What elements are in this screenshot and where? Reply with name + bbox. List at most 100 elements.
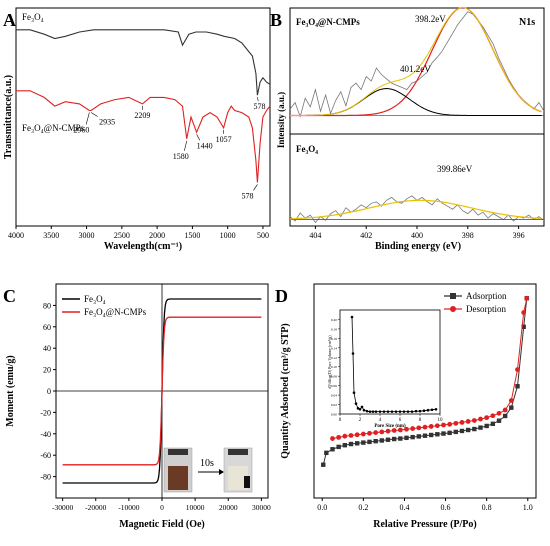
panel-d-inset-point xyxy=(350,315,354,319)
panel-d-ylabel: Quantity Adsorbed (cm³/g STP) xyxy=(280,323,291,459)
panel-d-xtick-label: 0.2 xyxy=(358,503,368,512)
panel-c-ylabel: Moment (emu/g) xyxy=(5,355,16,426)
panel-d-legend-adsorption: Adsorption xyxy=(466,291,507,301)
panel-a-annotation-pointer xyxy=(184,140,188,151)
panel-d-inset-xtick-label: 0 xyxy=(339,418,342,423)
panel-a-ylabel: Transmittance(a.u.) xyxy=(3,75,14,159)
panel-c-ytick-label: 80 xyxy=(43,301,51,310)
panel-d-point-desorption xyxy=(524,295,530,301)
panel-d-point-adsorption xyxy=(465,427,471,433)
panel-d-inset-xlabel: Pore Size (nm) xyxy=(374,424,406,429)
panel-d-point-desorption xyxy=(428,424,434,429)
panel-b-fit-bottom xyxy=(289,199,542,220)
panel-d-point-desorption xyxy=(354,432,360,438)
panel-d-inset-xtick-label: 4 xyxy=(379,418,382,423)
panel-b-xtick-label: 398 xyxy=(462,231,474,240)
panel-c-inset-label: 10s xyxy=(200,458,214,469)
panel-d-point-adsorption xyxy=(361,440,366,445)
panel-b-xtick-label: 396 xyxy=(513,231,525,240)
panel-a-legend-fe3o4: Fe₃O₄ xyxy=(22,12,44,22)
panel-d-point-desorption xyxy=(447,421,453,427)
panel-d-point-desorption xyxy=(422,424,428,430)
panel-d-point-desorption xyxy=(508,398,514,403)
panel-a-annotation: 578 xyxy=(241,191,253,200)
panel-c-ticks: -30000 -20000 -10000 0 10000 20000 30000 -80 -60… xyxy=(40,301,271,512)
panel-d-point-adsorption xyxy=(502,413,508,419)
panel-c-legend-fe3o4: Fe₃O₄ xyxy=(84,294,106,304)
panel-a-xlabel: Wavelength(cm⁻¹) xyxy=(104,241,182,252)
panel-d-point-adsorption xyxy=(515,384,520,389)
panel-d-xtick-label: 1.0 xyxy=(523,503,533,512)
panel-d-point-desorption xyxy=(515,367,520,372)
panel-a-annotation-pointer xyxy=(257,97,259,102)
panel-d-inset-frame xyxy=(339,309,441,415)
panel-d-point-desorption xyxy=(342,433,348,439)
panel-d-inset-point xyxy=(362,408,366,412)
panel-d-point-adsorption xyxy=(428,432,434,438)
panel-d-xtick-label: 0.6 xyxy=(441,503,451,512)
panel-d-inset-point xyxy=(430,408,434,412)
panel-d-inset-point xyxy=(422,409,426,412)
panel-b: B 404 402 400 398 396 Intensity (a.u.) Bindi… xyxy=(270,6,545,252)
panel-d-inset-point xyxy=(390,410,394,413)
panel-a-series-0 xyxy=(16,29,271,96)
panel-a-annotation: 578 xyxy=(253,102,265,111)
panel-b-xlabel: Binding energy (eV) xyxy=(375,241,461,252)
panel-d-legend-desorption: Desorption xyxy=(466,304,506,314)
panel-d-point-adsorption xyxy=(342,443,348,448)
panel-a-xtick-label: 3000 xyxy=(79,231,95,240)
panel-d-x-ticks: 0.0 0.2 0.4 0.6 0.8 1.0 xyxy=(317,498,533,512)
panel-d-inset-point xyxy=(382,410,386,413)
panel-d-point-adsorption xyxy=(435,432,440,437)
panel-d-inset-point xyxy=(358,407,362,411)
panel-d-inset-ytick-label: 0.14 xyxy=(331,346,337,350)
panel-d-inset-ytick-label: 0.00 xyxy=(331,413,337,417)
panel-d-point-adsorption xyxy=(379,438,385,443)
panel-d-inset-point xyxy=(434,407,438,411)
panel-a-annotation: 2935 xyxy=(99,117,115,126)
panel-d-inset-ytick-label: 0.16 xyxy=(331,337,337,341)
panel-d-point-desorption xyxy=(484,415,490,421)
panel-d-inset-point xyxy=(368,410,372,413)
panel-b-bottom-label: Fe₃O₄ xyxy=(296,144,318,154)
panel-b-xtick-label: 400 xyxy=(411,231,423,240)
panel-d-point-desorption xyxy=(404,426,409,432)
panel-a-frame xyxy=(15,7,271,227)
panel-c-legend-fe3o4-ncmps: Fe₃O₄@N-CMPs xyxy=(84,307,147,317)
panel-d-point-desorption xyxy=(410,426,416,431)
panel-d-point-adsorption xyxy=(447,430,452,436)
panel-b-frame xyxy=(289,7,545,227)
panel-b-peak-label-main: 398.2eV xyxy=(415,14,446,24)
panel-c-ytick-label: 0 xyxy=(47,387,51,396)
panel-b-xtick-label: 402 xyxy=(360,231,372,240)
panel-d-point-desorption xyxy=(367,430,372,436)
panel-d-inset-point xyxy=(378,410,382,413)
panel-d-inset-point xyxy=(374,410,378,413)
panel-a-xtick-label: 1500 xyxy=(184,231,200,240)
panel-a-plot xyxy=(16,29,271,183)
panel-b-fit-envelope xyxy=(290,6,542,116)
panel-d-point-adsorption xyxy=(441,431,446,436)
panel-d-point-desorption xyxy=(521,310,527,315)
panel-c: C -30000 -20000 -10000 0 10000 20000 30000-80-… xyxy=(3,283,271,530)
panel-c-xtick-label: -30000 xyxy=(52,503,73,512)
panel-d-inset-point xyxy=(398,410,402,413)
panel-a-annotation: 1057 xyxy=(216,135,232,144)
panel-d-point-adsorption xyxy=(484,423,489,429)
panel-d-inset-point xyxy=(356,407,360,410)
panel-d-point-adsorption xyxy=(367,439,372,445)
panel-a-legend-fe3o4-ncmps: Fe₃O₄@N-CMPs xyxy=(22,123,85,133)
panel-c-ytick-label: -60 xyxy=(40,451,51,460)
panel-a-annotation: 2209 xyxy=(134,111,150,120)
panel-d-inset-point xyxy=(371,410,375,413)
panel-d-point-adsorption xyxy=(422,433,428,438)
panel-c-xtick-label: -10000 xyxy=(118,503,139,512)
panel-d-point-adsorption xyxy=(398,436,403,441)
panel-d-plot xyxy=(321,295,530,467)
panel-d-inset-point xyxy=(406,410,410,413)
panel-c-ytick-label: -20 xyxy=(40,408,51,417)
vial-after-cap xyxy=(228,449,248,455)
panel-d-inset-xtick-label: 6 xyxy=(399,418,402,423)
panel-d-inset-point xyxy=(354,402,358,405)
panel-d-legend-marker-desorption xyxy=(450,306,456,312)
